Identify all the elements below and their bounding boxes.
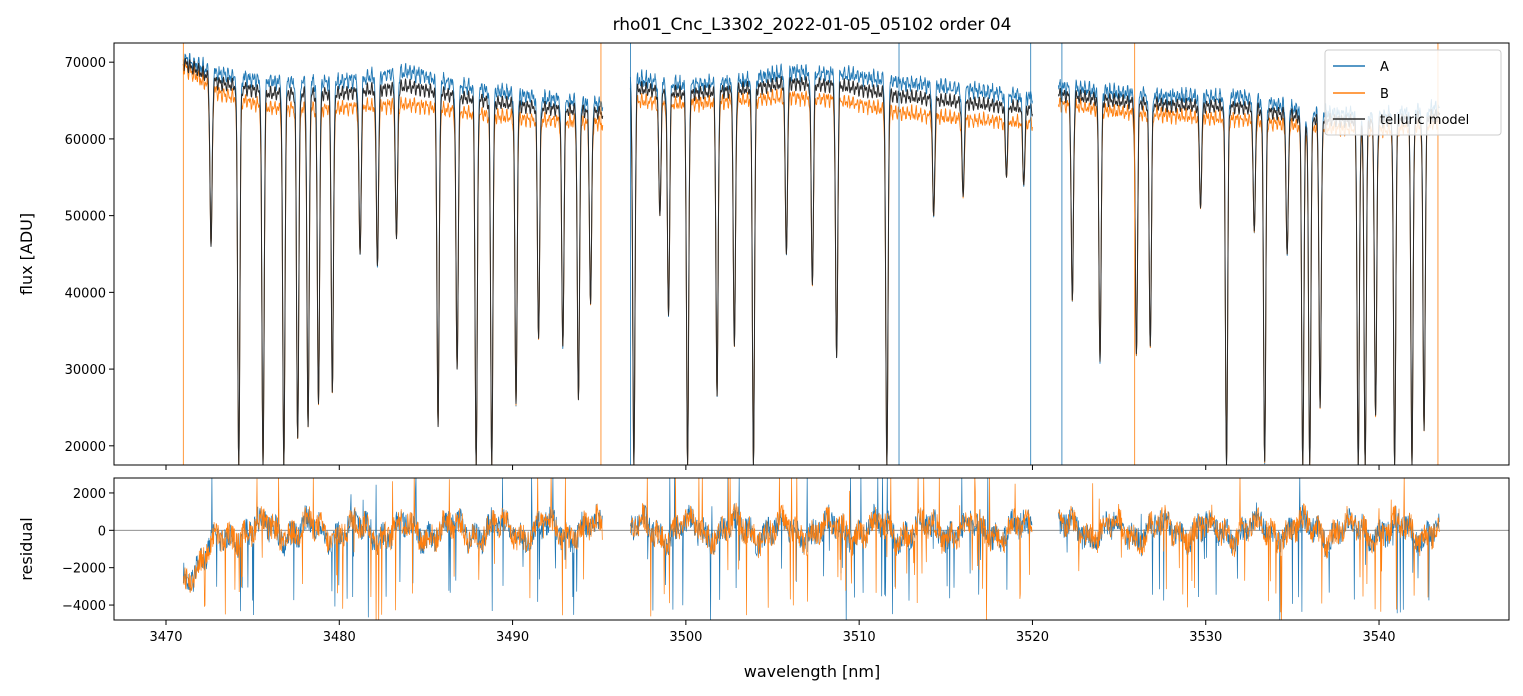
flux-y-axis-label: flux [ADU] xyxy=(17,213,36,295)
x-tick-label-3510: 3510 xyxy=(843,630,876,645)
x-tick-label-3520: 3520 xyxy=(1016,630,1049,645)
flux-series-telluric-model xyxy=(182,57,1441,465)
flux-y-ticks: 20000 30000 40000 50000 60000 70000 xyxy=(65,56,114,455)
flux-y-tick-label-50000: 50000 xyxy=(65,210,106,225)
x-tick-label-3540: 3540 xyxy=(1362,630,1395,645)
flux-x-ticks xyxy=(165,465,1380,470)
legend-label-B: B xyxy=(1380,87,1389,102)
x-axis-label: wavelength [nm] xyxy=(744,662,881,681)
residual-y-axis-label: residual xyxy=(17,517,36,580)
x-tick-label-3470: 3470 xyxy=(149,630,182,645)
residual-series-B xyxy=(182,478,1440,620)
legend-label-A: A xyxy=(1380,60,1389,75)
x-tick-label-3500: 3500 xyxy=(669,630,702,645)
residual-y-tick-label-0: 0 xyxy=(98,524,106,539)
flux-panel: 20000 30000 40000 50000 60000 70000 flux [ADU… xyxy=(17,42,1510,470)
residual-x-ticks: 3470 3480 3490 3500 3510 3520 3530 3540 xyxy=(149,620,1396,645)
legend: A B telluric model xyxy=(1324,49,1502,136)
residual-y-ticks: −4000 −2000 0 2000 xyxy=(62,487,114,614)
residual-y-tick-label-2000: 2000 xyxy=(73,487,106,502)
flux-y-tick-label-30000: 30000 xyxy=(65,363,106,378)
legend-box xyxy=(1324,49,1502,136)
flux-y-tick-label-60000: 60000 xyxy=(65,133,106,148)
flux-data-layer xyxy=(182,43,1441,465)
legend-label-telluric: telluric model xyxy=(1380,113,1469,128)
flux-y-tick-label-20000: 20000 xyxy=(65,440,106,455)
x-tick-label-3490: 3490 xyxy=(496,630,529,645)
x-tick-label-3480: 3480 xyxy=(323,630,356,645)
flux-y-tick-label-70000: 70000 xyxy=(65,56,106,71)
x-tick-label-3530: 3530 xyxy=(1189,630,1222,645)
chart-title: rho01_Cnc_L3302_2022-01-05_05102 order 0… xyxy=(613,15,1012,35)
residual-panel: 3470 3480 3490 3500 3510 3520 3530 3540 −4000 −2… xyxy=(17,477,1510,681)
residual-panel-frame xyxy=(113,477,1510,621)
residual-y-tick-label--4000: −4000 xyxy=(62,599,106,614)
residual-y-tick-label--2000: −2000 xyxy=(62,562,106,577)
residual-data-layer xyxy=(114,478,1509,620)
flux-panel-frame xyxy=(113,42,1510,466)
flux-y-tick-label-40000: 40000 xyxy=(65,286,106,301)
